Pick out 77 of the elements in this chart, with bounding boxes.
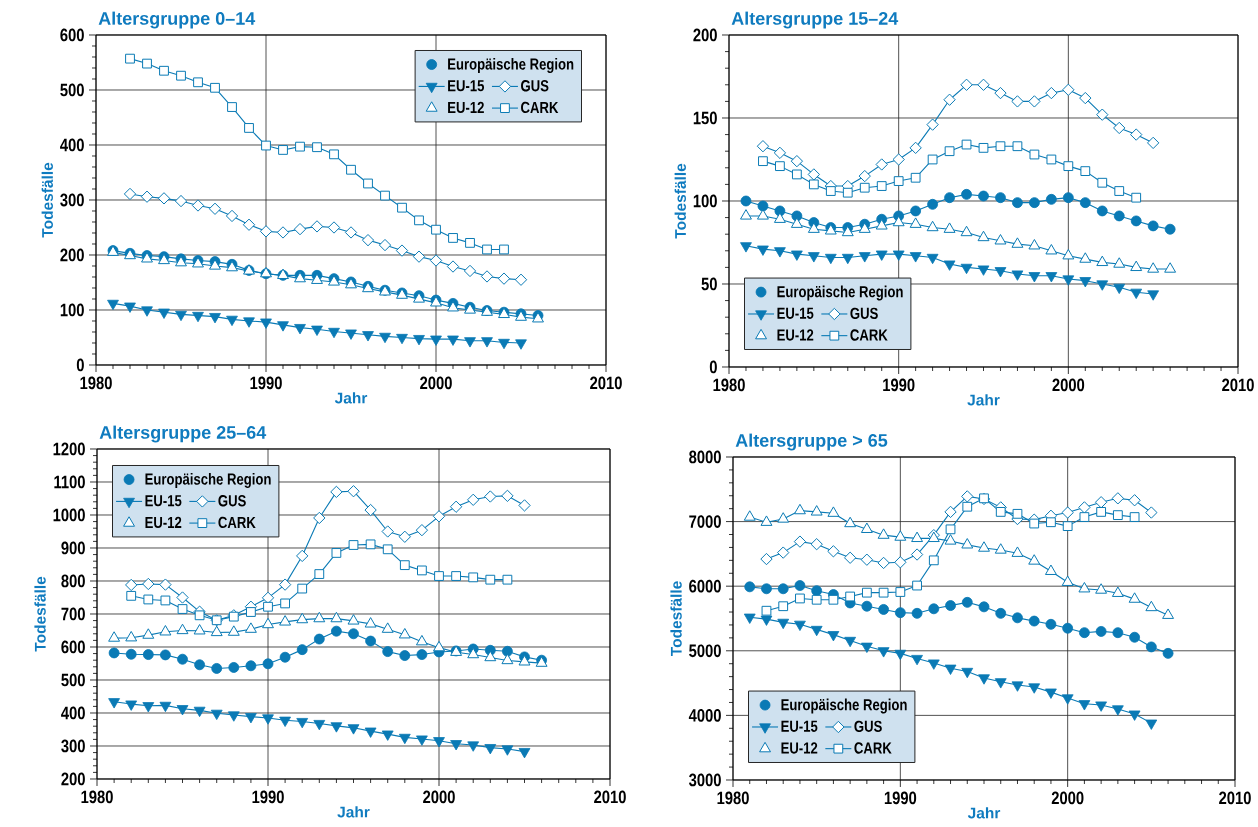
legend-label: EU-12 — [448, 101, 484, 114]
y-tick-label: 400 — [60, 138, 84, 152]
y-tick-label: 5000 — [689, 644, 721, 658]
y-tick-label: 150 — [693, 111, 717, 125]
y-axis-title: Todesfälle — [670, 581, 682, 657]
legend-label: EU-15 — [145, 495, 182, 507]
y-tick-label: 200 — [693, 28, 717, 42]
x-axis-title: Jahr — [334, 392, 368, 404]
y-tick-label: 4000 — [688, 709, 721, 722]
legend-label: CARK — [218, 516, 256, 529]
chart-title: Altersgruppe 25–64 — [99, 425, 267, 443]
x-tick-label: 1990 — [252, 790, 284, 804]
x-tick-label: 2000 — [1052, 378, 1085, 392]
y-tick-label: 3000 — [688, 773, 721, 787]
y-tick-label: 7000 — [689, 515, 721, 528]
y-tick-label: 600 — [60, 28, 84, 42]
y-axis-title: Todesfälle — [34, 576, 46, 652]
x-tick-label: 2010 — [1219, 791, 1251, 805]
chart-title: Altersgruppe 15–24 — [731, 11, 899, 29]
legend-label: Europäische Region — [448, 58, 574, 73]
legend-label: CARK — [521, 101, 559, 114]
y-tick-label: 800 — [61, 574, 85, 588]
legend-label: Europäische Region — [781, 698, 907, 714]
chart-title: Altersgruppe 0–14 — [98, 11, 256, 29]
x-tick-label: 2000 — [1051, 791, 1084, 805]
chart-title: Altersgruppe > 65 — [735, 433, 888, 451]
x-tick-label: 2010 — [1222, 378, 1254, 392]
x-tick-label: 1990 — [884, 791, 917, 805]
x-axis-title: Jahr — [337, 806, 370, 818]
x-tick-label: 1990 — [883, 378, 915, 392]
x-tick-label: 2000 — [420, 376, 452, 390]
legend-label: EU-15 — [781, 720, 818, 732]
legend-label: EU-15 — [777, 307, 814, 319]
legend-label: CARK — [854, 742, 892, 754]
legend-label: GUS — [521, 80, 549, 92]
y-tick-label: 900 — [61, 541, 85, 555]
x-axis-title: Jahr — [967, 807, 1001, 819]
y-tick-label: 50 — [701, 277, 717, 291]
y-tick-label: 6000 — [689, 579, 721, 593]
legend-label: EU-12 — [145, 516, 182, 529]
y-tick-label: 0 — [709, 360, 717, 374]
x-tick-label: 2000 — [423, 790, 455, 804]
x-tick-label: 1980 — [81, 790, 113, 804]
legend-label: EU-15 — [448, 80, 485, 92]
y-tick-label: 0 — [76, 358, 84, 372]
legend-label: GUS — [854, 720, 882, 732]
y-tick-label: 300 — [60, 193, 84, 207]
legend-label: Europäische Region — [145, 472, 271, 488]
legend-label: CARK — [850, 329, 888, 341]
y-axis-title: Todesfälle — [674, 163, 686, 239]
x-tick-label: 2010 — [590, 376, 622, 390]
y-tick-label: 100 — [693, 194, 717, 208]
y-tick-label: 1200 — [53, 442, 85, 456]
x-tick-label: 1990 — [250, 376, 282, 390]
x-tick-label: 1980 — [713, 378, 745, 392]
x-tick-label: 1980 — [80, 376, 112, 390]
y-tick-label: 600 — [61, 640, 85, 654]
legend-label: EU-12 — [777, 329, 814, 341]
legend-label: GUS — [218, 495, 246, 507]
y-tick-label: 200 — [60, 248, 84, 262]
y-axis-title: Todesfälle — [41, 162, 53, 238]
y-tick-label: 300 — [61, 739, 85, 753]
y-tick-label: 200 — [61, 772, 85, 786]
y-tick-label: 700 — [61, 607, 85, 621]
y-tick-label: 500 — [61, 673, 85, 687]
y-tick-label: 1100 — [54, 475, 85, 489]
legend-label: Europäische Region — [777, 285, 903, 301]
x-tick-label: 1980 — [717, 791, 749, 805]
x-axis-title: Jahr — [967, 394, 1000, 406]
legend-label: GUS — [850, 307, 878, 319]
y-tick-label: 100 — [60, 303, 84, 317]
legend-label: EU-12 — [781, 742, 818, 754]
y-tick-label: 1000 — [53, 508, 85, 522]
y-tick-label: 500 — [60, 83, 84, 97]
y-tick-label: 400 — [61, 706, 85, 720]
x-tick-label: 2010 — [594, 790, 626, 804]
y-tick-label: 8000 — [689, 450, 721, 464]
